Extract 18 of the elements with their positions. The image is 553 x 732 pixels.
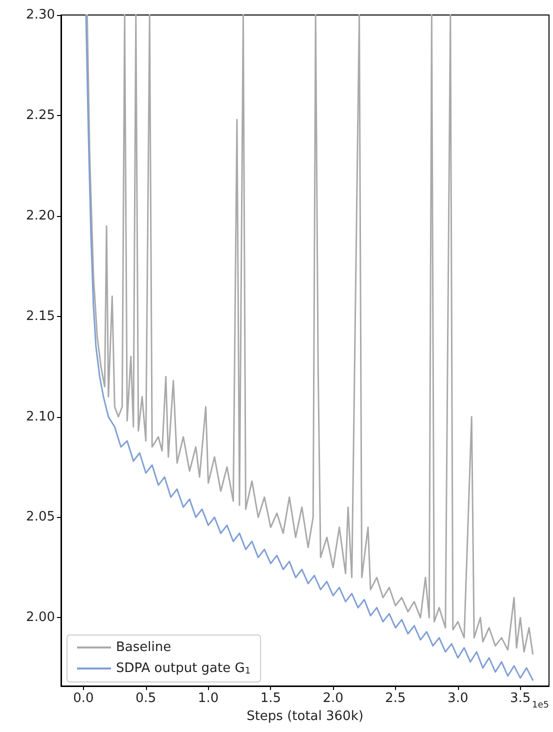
x-tick-label: 0.5 <box>136 691 156 706</box>
y-tick-label: 2.30 <box>26 8 55 22</box>
x-tick-label: 2.5 <box>385 691 406 706</box>
text: 1e5 <box>532 700 550 710</box>
y-tick-label: 2.05 <box>26 510 55 525</box>
x-tick-label: 3.0 <box>448 691 468 706</box>
x-tick-label: 0.0 <box>73 691 94 706</box>
y-tick-label: 2.15 <box>26 308 55 324</box>
x-tick-label: 2.0 <box>322 691 344 706</box>
legend-label: Baseline <box>116 640 172 655</box>
x-tick-label: 1.0 <box>198 691 219 706</box>
y-tick-label: 2.25 <box>26 108 55 123</box>
y-tick-label: 2.10 <box>26 409 55 424</box>
y-tick-label: 2.20 <box>26 208 55 224</box>
x-axis-title: Steps (total 360k) <box>246 709 364 724</box>
y-tick-label: 2.00 <box>26 610 55 626</box>
x-tick-label: 3.5 <box>510 691 531 706</box>
x-tick-label: 1.5 <box>260 691 282 706</box>
